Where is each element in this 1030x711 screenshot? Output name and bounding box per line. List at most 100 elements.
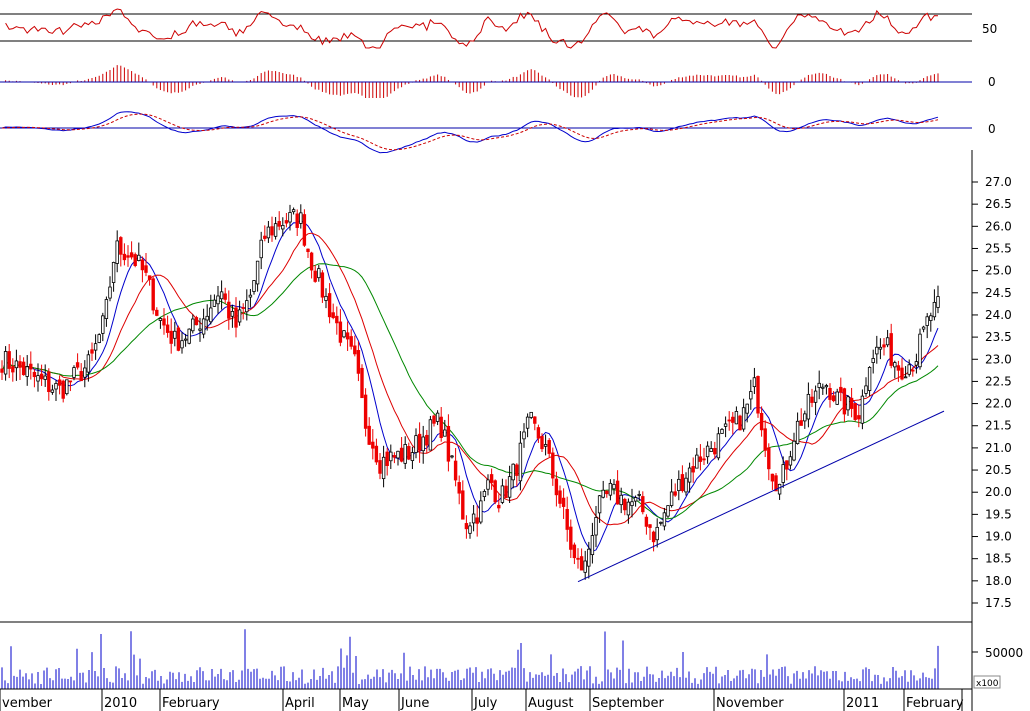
candle-body: [61, 380, 65, 399]
month-label: September: [592, 696, 665, 711]
candle-body: [558, 490, 562, 504]
candle-body: [594, 517, 598, 536]
candle-body: [795, 420, 800, 444]
candle-body: [569, 526, 573, 550]
moving-average-line: [1, 263, 939, 520]
candle-body: [47, 371, 51, 393]
candle-body: [176, 327, 181, 351]
candle-body: [335, 315, 339, 324]
candle-body: [605, 490, 609, 495]
candle-body: [741, 407, 746, 430]
candle-body: [338, 321, 343, 343]
candle-body: [414, 435, 418, 453]
candle-body: [255, 260, 260, 285]
moving-average-line: [1, 232, 939, 526]
macd-histogram-panel: 0: [0, 65, 996, 98]
candle-body: [205, 315, 209, 321]
candle-body: [367, 425, 371, 445]
candle-body: [11, 366, 15, 373]
candle-body: [443, 429, 447, 437]
candle-body: [853, 403, 857, 420]
candle-body: [417, 433, 422, 451]
candle-body: [576, 557, 580, 560]
candle-body: [122, 253, 127, 261]
price-tick-label: 26.5: [985, 197, 1012, 211]
candle-body: [158, 318, 163, 321]
candle-body: [363, 394, 368, 429]
candle-body: [410, 452, 415, 461]
candle-body: [223, 293, 227, 300]
candle-body: [554, 478, 559, 496]
price-tick-label: 18.5: [985, 552, 1012, 566]
time-axis: vember 2010 February April May June July August…: [0, 689, 964, 711]
candle-body: [745, 403, 749, 414]
candle-body: [245, 300, 249, 313]
candle-body: [43, 375, 47, 380]
candle-body: [864, 385, 868, 394]
candle-body: [306, 248, 310, 253]
macd-line-panel: 0: [0, 111, 996, 154]
candle-body: [486, 479, 490, 490]
candle-body: [633, 497, 638, 502]
candle-body: [734, 411, 739, 425]
candle-body: [799, 420, 803, 426]
candle-body: [846, 396, 850, 411]
candle-body: [608, 482, 613, 496]
candle-body: [295, 213, 299, 228]
month-label: May: [342, 696, 369, 711]
candle-body: [875, 346, 879, 355]
candle-body: [644, 516, 649, 527]
candle-body: [3, 351, 8, 375]
candle-body: [54, 383, 58, 390]
candle-body: [630, 501, 634, 507]
candle-body: [291, 209, 296, 213]
price-tick-label: 18.0: [985, 574, 1012, 588]
candle-body: [929, 315, 933, 321]
candle-body: [601, 489, 605, 498]
candle-body: [698, 456, 703, 462]
candle-body: [237, 309, 242, 323]
candle-body: [759, 412, 764, 431]
candle-body: [889, 333, 893, 366]
volume-tick-label: 50000: [985, 646, 1023, 660]
price-tick-label: 19.0: [985, 530, 1012, 544]
candle-body: [115, 240, 119, 264]
candle-body: [921, 326, 926, 330]
candle-body: [353, 345, 357, 355]
candle-body: [151, 278, 155, 311]
candle-body: [313, 270, 317, 282]
candle-body: [824, 385, 829, 388]
candle-body: [882, 344, 886, 348]
candle-body: [770, 473, 775, 482]
candle-body: [461, 490, 465, 520]
candle-body: [248, 294, 253, 298]
candle-body: [169, 330, 173, 344]
price-tick-label: 22.0: [985, 397, 1012, 411]
candle-body: [399, 447, 404, 462]
candle-body: [871, 358, 875, 363]
candle-body: [702, 458, 706, 461]
candle-body: [713, 447, 717, 455]
candle-body: [126, 255, 130, 258]
candle-body: [623, 498, 627, 511]
candle-body: [893, 362, 897, 368]
candle-body: [457, 482, 461, 494]
volume-multiplier-label: x100: [976, 679, 999, 689]
candle-body: [763, 428, 767, 451]
candle-body: [129, 252, 134, 258]
candle-body: [212, 299, 217, 307]
candle-body: [615, 480, 620, 505]
rsi-line: [5, 8, 939, 49]
candle-body: [173, 330, 177, 339]
candle-body: [68, 380, 73, 383]
price-axis: 27.0 26.5 26.0 25.5 25.0 24.5 24.0 23.5 23.0 22.5…: [972, 175, 1012, 610]
price-tick-label: 25.5: [985, 241, 1012, 255]
candle-body: [817, 382, 821, 388]
moving-average-line: [1, 219, 939, 552]
candle-body: [101, 315, 105, 334]
candle-body: [626, 501, 631, 516]
candle-body: [896, 365, 901, 371]
candle-body: [227, 301, 231, 319]
candle-body: [925, 316, 929, 326]
candle-body: [29, 363, 33, 370]
